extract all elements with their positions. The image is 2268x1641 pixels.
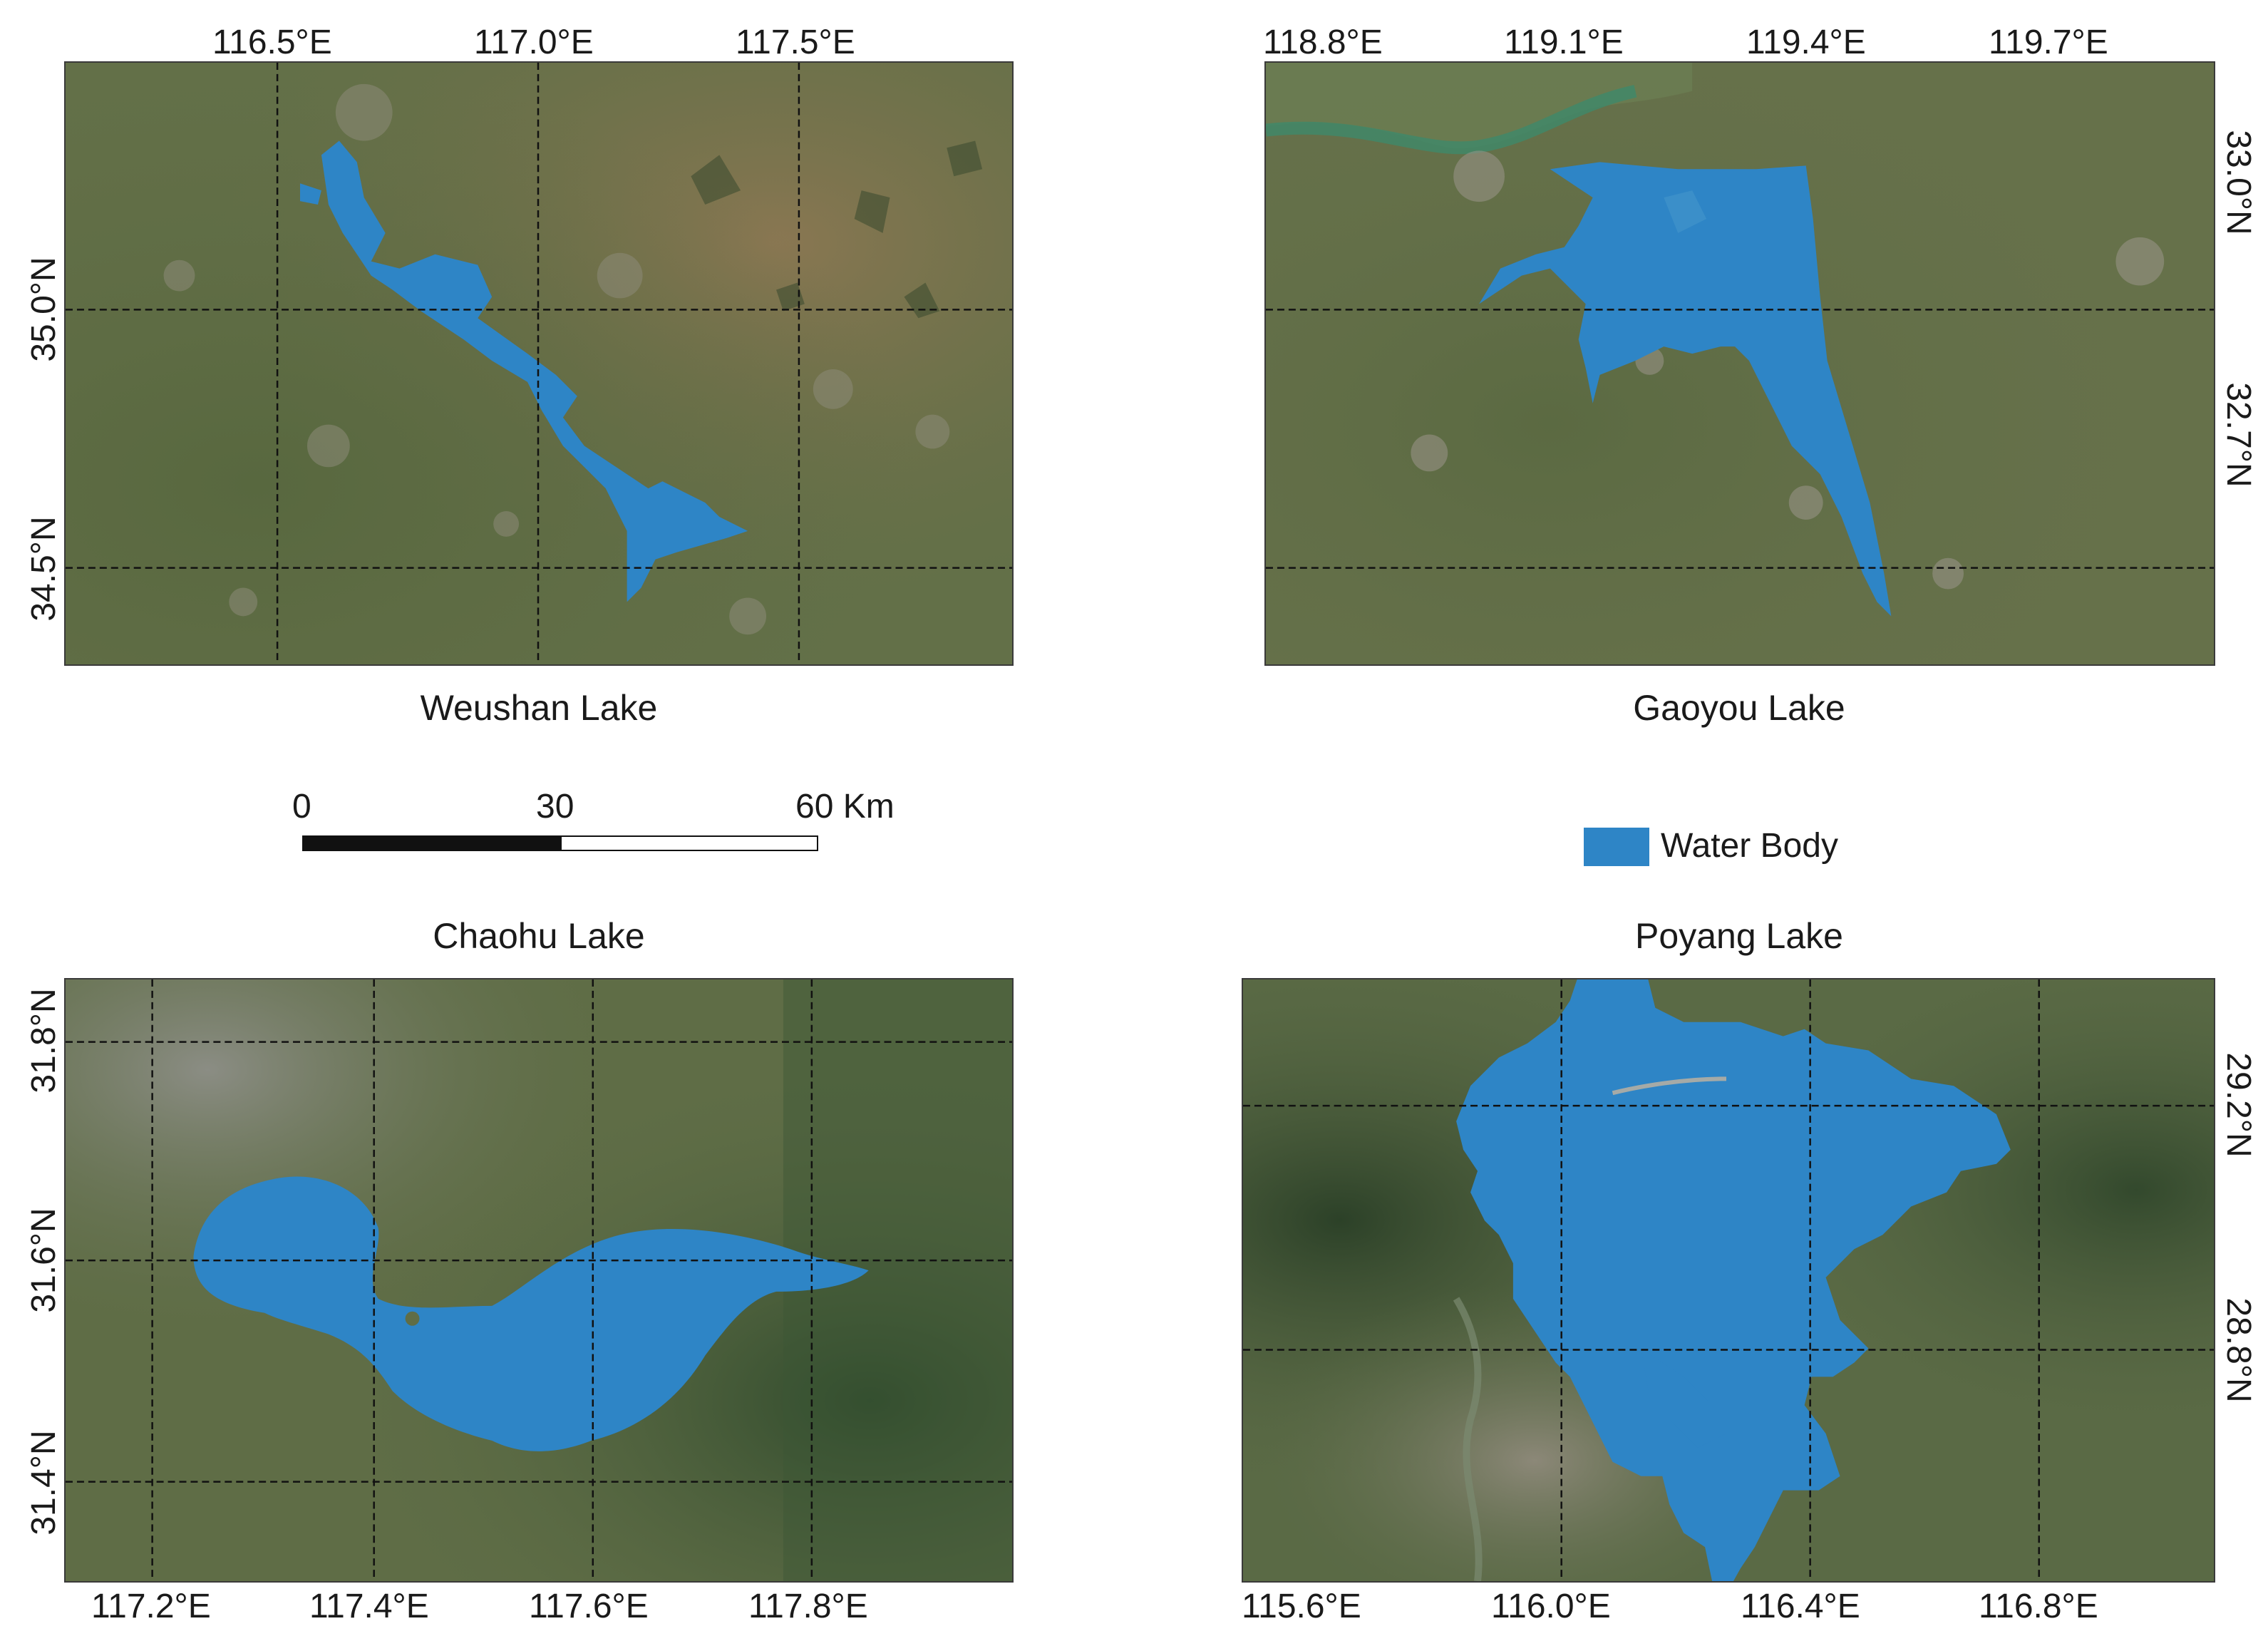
- chaohu-lon-label: 117.2°E: [91, 1588, 211, 1625]
- poyang-lon-label: 116.8°E: [1979, 1588, 2098, 1625]
- weushan-lon-label: 117.0°E: [474, 24, 594, 61]
- poyang-lon-label: 115.6°E: [1242, 1588, 1361, 1625]
- chaohu-graticule: [66, 979, 1012, 1581]
- chaohu-island: [405, 1311, 420, 1326]
- gaoyou-lon-label: 119.7°E: [1989, 24, 2108, 61]
- poyang-graticule: [1243, 979, 2214, 1581]
- weushan-lat-label: 35.0°N: [25, 257, 63, 362]
- weushan-lon-label: 116.5°E: [212, 24, 332, 61]
- scale-bar-white-segment: [560, 835, 818, 851]
- gaoyou-lat-label: 32.7°N: [2220, 382, 2257, 488]
- poyang-lat-label: 29.2°N: [2220, 1052, 2257, 1158]
- weushan-lat-label: 34.5°N: [25, 516, 63, 622]
- gaoyou-lat-label: 33.0°N: [2220, 130, 2257, 235]
- gaoyou-river: [1266, 85, 1637, 155]
- chaohu-satellite-image: [66, 979, 1012, 1581]
- scale-bar-black-segment: [302, 835, 560, 851]
- gaoyou-water-body: [1479, 162, 1892, 617]
- scale-tick-30: 30: [536, 788, 574, 825]
- legend-label: Water Body: [1661, 827, 1838, 865]
- weushan-graticule: [66, 63, 1012, 664]
- poyang-sandbar: [1612, 1076, 1727, 1096]
- map-poyang[interactable]: [1242, 978, 2215, 1583]
- chaohu-water-body: [193, 1176, 869, 1451]
- gaoyou-satellite-image: [1266, 63, 2214, 664]
- weushan-satellite-image: [66, 63, 1012, 664]
- gaoyou-lon-label: 119.1°E: [1504, 24, 1624, 61]
- poyang-river: [1453, 1297, 1483, 1581]
- poyang-satellite-image: [1243, 979, 2214, 1581]
- map-gaoyou[interactable]: [1264, 61, 2215, 666]
- poyang-lon-label: 116.0°E: [1491, 1588, 1611, 1625]
- poyang-lon-label: 116.4°E: [1741, 1588, 1860, 1625]
- weushan-water-body: [300, 140, 748, 602]
- poyang-water-body: [1456, 979, 2011, 1581]
- chaohu-lon-label: 117.4°E: [309, 1588, 429, 1625]
- gaoyou-lon-label: 119.4°E: [1746, 24, 1866, 61]
- water-body-swatch: [1584, 828, 1649, 866]
- gaoyou-lon-label: 118.8°E: [1263, 24, 1383, 61]
- poyang-lat-label: 28.8°N: [2220, 1297, 2257, 1403]
- chaohu-lon-label: 117.8°E: [748, 1588, 868, 1625]
- scale-tick-0: 0: [292, 788, 311, 825]
- weushan-map-title: Weushan Lake: [420, 688, 658, 728]
- chaohu-lat-label: 31.6°N: [25, 1208, 63, 1313]
- gaoyou-graticule: [1266, 309, 2214, 569]
- gaoyou-map-title: Gaoyou Lake: [1633, 688, 1845, 728]
- weushan-lon-label: 117.5°E: [736, 24, 855, 61]
- chaohu-map-title: Chaohu Lake: [433, 916, 645, 956]
- scale-tick-60: 60 Km: [795, 788, 895, 825]
- chaohu-lat-label: 31.4°N: [25, 1430, 63, 1535]
- chaohu-lon-label: 117.6°E: [529, 1588, 649, 1625]
- chaohu-lat-label: 31.8°N: [25, 988, 63, 1094]
- poyang-map-title: Poyang Lake: [1635, 916, 1843, 956]
- map-chaohu[interactable]: [64, 978, 1014, 1583]
- map-weushan[interactable]: [64, 61, 1014, 666]
